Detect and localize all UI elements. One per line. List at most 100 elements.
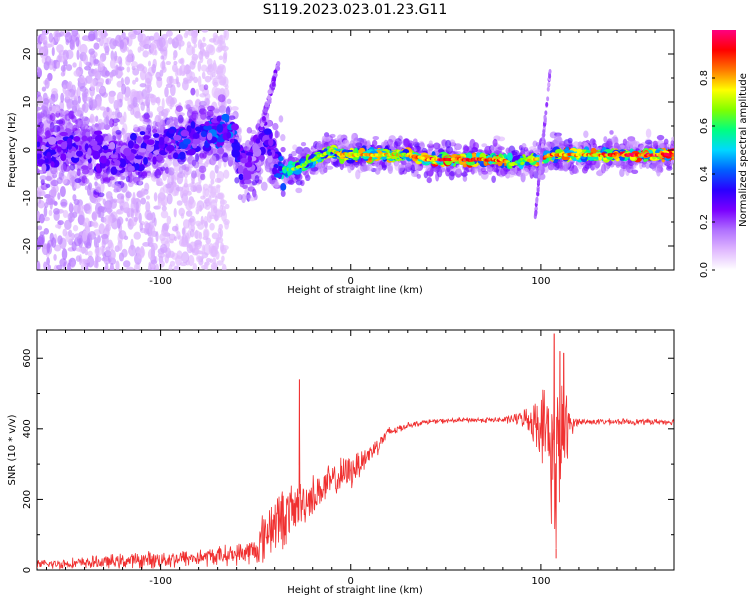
spectrogram-cell (212, 257, 217, 265)
spectrogram-cell (195, 88, 200, 98)
spectrogram-cell (98, 223, 105, 235)
spectrogram-cell (247, 186, 255, 192)
spectrogram-cell (106, 106, 110, 113)
spectrogram-cell (304, 170, 310, 179)
spectrogram-cell (43, 216, 50, 222)
spectrogram-cell (486, 166, 493, 171)
spectrogram-cell (620, 144, 625, 149)
spectrogram-cell (191, 221, 195, 232)
spectrogram-cell (221, 263, 227, 270)
spectrogram-cell (663, 138, 669, 145)
spectrogram-cell (39, 231, 45, 236)
spectrogram-cell (225, 106, 231, 117)
spectrogram-cell (82, 258, 91, 264)
spectrogram-cell (174, 191, 179, 196)
spectrogram-cell (200, 219, 206, 224)
spectrogram-cell (79, 77, 86, 84)
spectrogram-cell (151, 128, 158, 134)
spectrogram-cell (116, 111, 123, 119)
spectrogram-cell (656, 134, 665, 141)
spectrogram-cell (217, 192, 225, 200)
spectrogram-cell (492, 168, 499, 173)
spectrogram-cell (50, 186, 57, 199)
spectrogram-cell (185, 99, 193, 105)
spectrogram-cell (61, 175, 68, 185)
spectrogram-cell (375, 144, 383, 150)
spectrogram-cell (204, 98, 211, 106)
spectrogram-cell (191, 33, 198, 45)
spectrogram-cell (109, 266, 115, 270)
spectrogram-cell (569, 167, 575, 176)
spectrogram-cell (65, 64, 73, 72)
spectrogram-cell (60, 198, 68, 208)
spectrogram-cell (46, 257, 50, 266)
spectrogram-cell (192, 263, 198, 270)
spectrogram-cell (112, 118, 120, 123)
spectrogram-cell (148, 225, 156, 236)
spectrogram-cell (59, 185, 66, 198)
spectrogram-cell (471, 146, 478, 153)
spectrogram-cell (260, 181, 268, 191)
spectrogram-cell (56, 61, 61, 69)
spectrogram-cell (121, 248, 128, 258)
spectrogram-cell (55, 108, 61, 114)
spectrogram-cell (37, 225, 43, 231)
spectrogram-cell (461, 172, 468, 177)
spectrogram-cell (51, 88, 58, 95)
spectrogram-cell (516, 172, 524, 177)
spectrogram-cell (73, 70, 82, 77)
spectrogram-cell (216, 260, 224, 266)
spectrogram-cell (115, 260, 120, 270)
spectrogram-cell (140, 188, 146, 197)
spectrogram-cell (164, 158, 173, 167)
spectrogram-cell (37, 168, 40, 174)
spectrogram-cell (193, 43, 197, 49)
spectrogram-cell (554, 134, 562, 145)
spectrogram-cell (609, 130, 614, 135)
spectrogram-cell (138, 212, 142, 224)
spectrogram-cell (47, 195, 55, 205)
spectrogram-cell (135, 77, 139, 83)
spectrogram-cell (194, 239, 202, 246)
spectrogram-cell (76, 86, 81, 99)
spectrogram-cell (124, 95, 129, 102)
spectrogram-cell (47, 264, 52, 270)
spectrogram-cell (200, 64, 208, 72)
spectrogram-cell (104, 51, 109, 56)
spectrogram-cell (180, 57, 185, 65)
spectrogram-cell (88, 182, 93, 191)
spectrogram-cell (140, 171, 148, 179)
spectrogram-cell (199, 93, 207, 98)
spectrogram-cell (51, 237, 57, 248)
spectrogram-cell (534, 149, 542, 155)
spectrogram-cell (223, 169, 230, 179)
spectrogram-cell (287, 179, 295, 185)
spectrogram-cell (150, 259, 157, 265)
spectrogram-cell (374, 167, 381, 175)
spectrogram-cell (185, 30, 189, 37)
spectrogram-cell (125, 217, 129, 222)
spectrogram-cell (96, 235, 101, 244)
spectrogram-cell (142, 50, 149, 58)
spectrogram-cell (198, 165, 207, 174)
spectrogram-cell (103, 42, 109, 51)
spectrogram-cell (93, 58, 99, 65)
spectrogram-cell (147, 248, 155, 260)
spectrogram-cell (158, 260, 165, 268)
spectrogram-cell (492, 138, 498, 147)
spectrogram-cell (193, 230, 201, 240)
spectrogram-cell (127, 31, 136, 38)
spectrogram-cell (89, 115, 96, 124)
spectrogram-cell (90, 99, 98, 109)
spectrogram-cell (194, 249, 199, 254)
spectrogram-cell (549, 163, 554, 171)
spectrogram-cell (212, 81, 219, 87)
spectrogram-cell (173, 60, 178, 66)
spectrogram-cell (567, 137, 573, 144)
spectrogram-cell (79, 85, 87, 92)
spectrogram-cell (154, 168, 162, 179)
spectrogram-cell (139, 131, 146, 136)
spectrogram-cell (416, 173, 421, 179)
spectrogram-cell (104, 70, 110, 77)
